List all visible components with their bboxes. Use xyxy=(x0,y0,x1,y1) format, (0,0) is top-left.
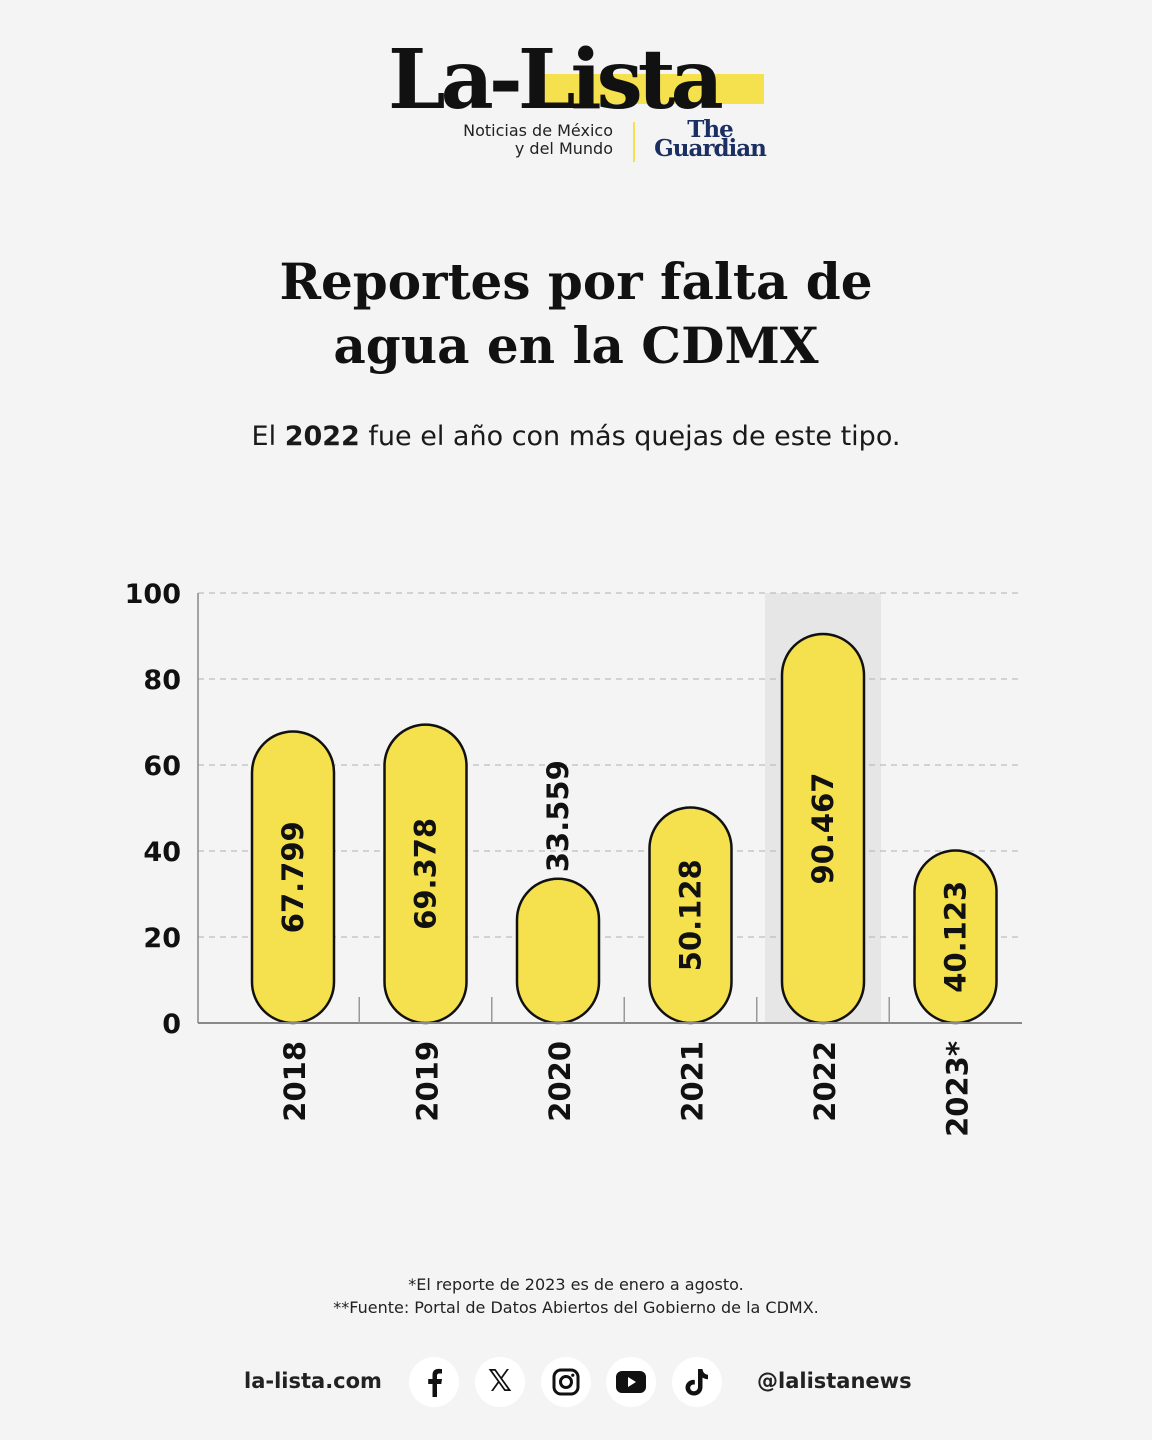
x-category-label: 2023* xyxy=(941,1041,975,1137)
footnote-source: **Fuente: Portal de Datos Abiertos del G… xyxy=(333,1298,819,1317)
bar-value-label: 40.123 xyxy=(939,881,973,993)
youtube-icon[interactable] xyxy=(606,1357,656,1407)
page-title: Reportes por falta de agua en la CDMX xyxy=(176,250,976,378)
tiktok-icon[interactable] xyxy=(672,1357,722,1407)
tagline-line-1: Noticias de México xyxy=(463,121,613,140)
title-line-2: agua en la CDMX xyxy=(333,316,819,375)
bar-chart: 0 20 40 60 80 100 67.799 69.378 33.559 50.128 90.4… xyxy=(125,579,1022,1137)
y-tick-label: 80 xyxy=(143,665,181,696)
logo: La-Lista Noticias de México y del Mundo … xyxy=(0,0,1152,200)
bar-value-label: 50.128 xyxy=(674,859,708,971)
title-line-1: Reportes por falta de xyxy=(279,252,873,311)
y-tick-label: 0 xyxy=(162,1009,181,1040)
y-tick-label: 40 xyxy=(143,837,181,868)
logo-wordmark: La-Lista xyxy=(388,32,724,128)
website-link[interactable]: la-lista.com xyxy=(244,1369,382,1393)
y-tick-label: 20 xyxy=(143,923,181,954)
tagline-line-2: y del Mundo xyxy=(514,139,613,158)
x-category-label: 2018 xyxy=(278,1041,312,1122)
bar xyxy=(515,877,601,1025)
logo-highlight xyxy=(536,74,764,104)
footnotes: *El reporte de 2023 es de enero a agosto… xyxy=(176,1273,976,1319)
subtitle-suffix: fue el año con más quejas de este tipo. xyxy=(359,421,901,452)
footnote-period: *El reporte de 2023 es de enero a agosto… xyxy=(408,1275,744,1294)
x-icon[interactable]: 𝕏 xyxy=(475,1357,525,1407)
x-category-label: 2022 xyxy=(808,1041,842,1122)
partner-logo: The Guardian xyxy=(650,116,770,162)
subtitle: El 2022 fue el año con más quejas de est… xyxy=(126,417,1026,457)
partner-logo-line-1: The xyxy=(687,116,733,143)
bar-value-label: 69.378 xyxy=(409,818,443,930)
logo-tagline: Noticias de México y del Mundo xyxy=(420,122,613,158)
logo-divider xyxy=(633,122,635,162)
x-glyph: 𝕏 xyxy=(487,1364,513,1399)
y-tick-label: 60 xyxy=(143,751,181,782)
x-category-label: 2021 xyxy=(676,1041,710,1122)
social-handle[interactable]: @lalistanews xyxy=(757,1369,912,1393)
facebook-icon[interactable] xyxy=(409,1357,459,1407)
bar-value-label: 90.467 xyxy=(806,773,840,885)
subtitle-prefix: El xyxy=(251,421,285,452)
bar-value-label: 67.799 xyxy=(276,821,310,933)
instagram-icon[interactable] xyxy=(541,1357,591,1407)
y-tick-label: 100 xyxy=(125,579,181,610)
subtitle-bold-year: 2022 xyxy=(284,421,360,452)
x-category-label: 2019 xyxy=(411,1041,445,1122)
x-category-label: 2020 xyxy=(543,1041,577,1122)
bar-value-label: 33.559 xyxy=(541,760,575,872)
partner-logo-line-2: Guardian xyxy=(654,135,767,162)
